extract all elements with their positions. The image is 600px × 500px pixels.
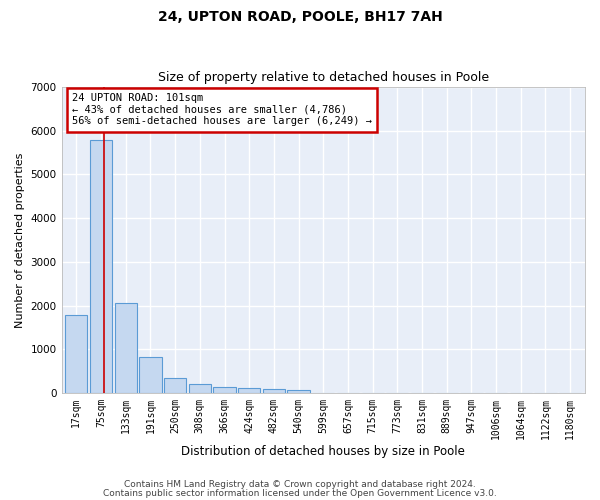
Bar: [287, 390, 310, 393]
Text: Contains public sector information licensed under the Open Government Licence v3: Contains public sector information licen…: [103, 490, 497, 498]
Bar: [65, 315, 88, 393]
Bar: [139, 357, 161, 393]
Bar: [238, 388, 260, 393]
Title: Size of property relative to detached houses in Poole: Size of property relative to detached ho…: [158, 72, 489, 85]
Bar: [164, 378, 186, 393]
Bar: [189, 384, 211, 393]
Y-axis label: Number of detached properties: Number of detached properties: [15, 152, 25, 328]
Text: Contains HM Land Registry data © Crown copyright and database right 2024.: Contains HM Land Registry data © Crown c…: [124, 480, 476, 489]
Bar: [90, 140, 112, 393]
X-axis label: Distribution of detached houses by size in Poole: Distribution of detached houses by size …: [181, 444, 465, 458]
Bar: [214, 388, 236, 393]
Bar: [263, 389, 285, 393]
Text: 24 UPTON ROAD: 101sqm
← 43% of detached houses are smaller (4,786)
56% of semi-d: 24 UPTON ROAD: 101sqm ← 43% of detached …: [72, 93, 372, 126]
Text: 24, UPTON ROAD, POOLE, BH17 7AH: 24, UPTON ROAD, POOLE, BH17 7AH: [158, 10, 442, 24]
Bar: [115, 303, 137, 393]
